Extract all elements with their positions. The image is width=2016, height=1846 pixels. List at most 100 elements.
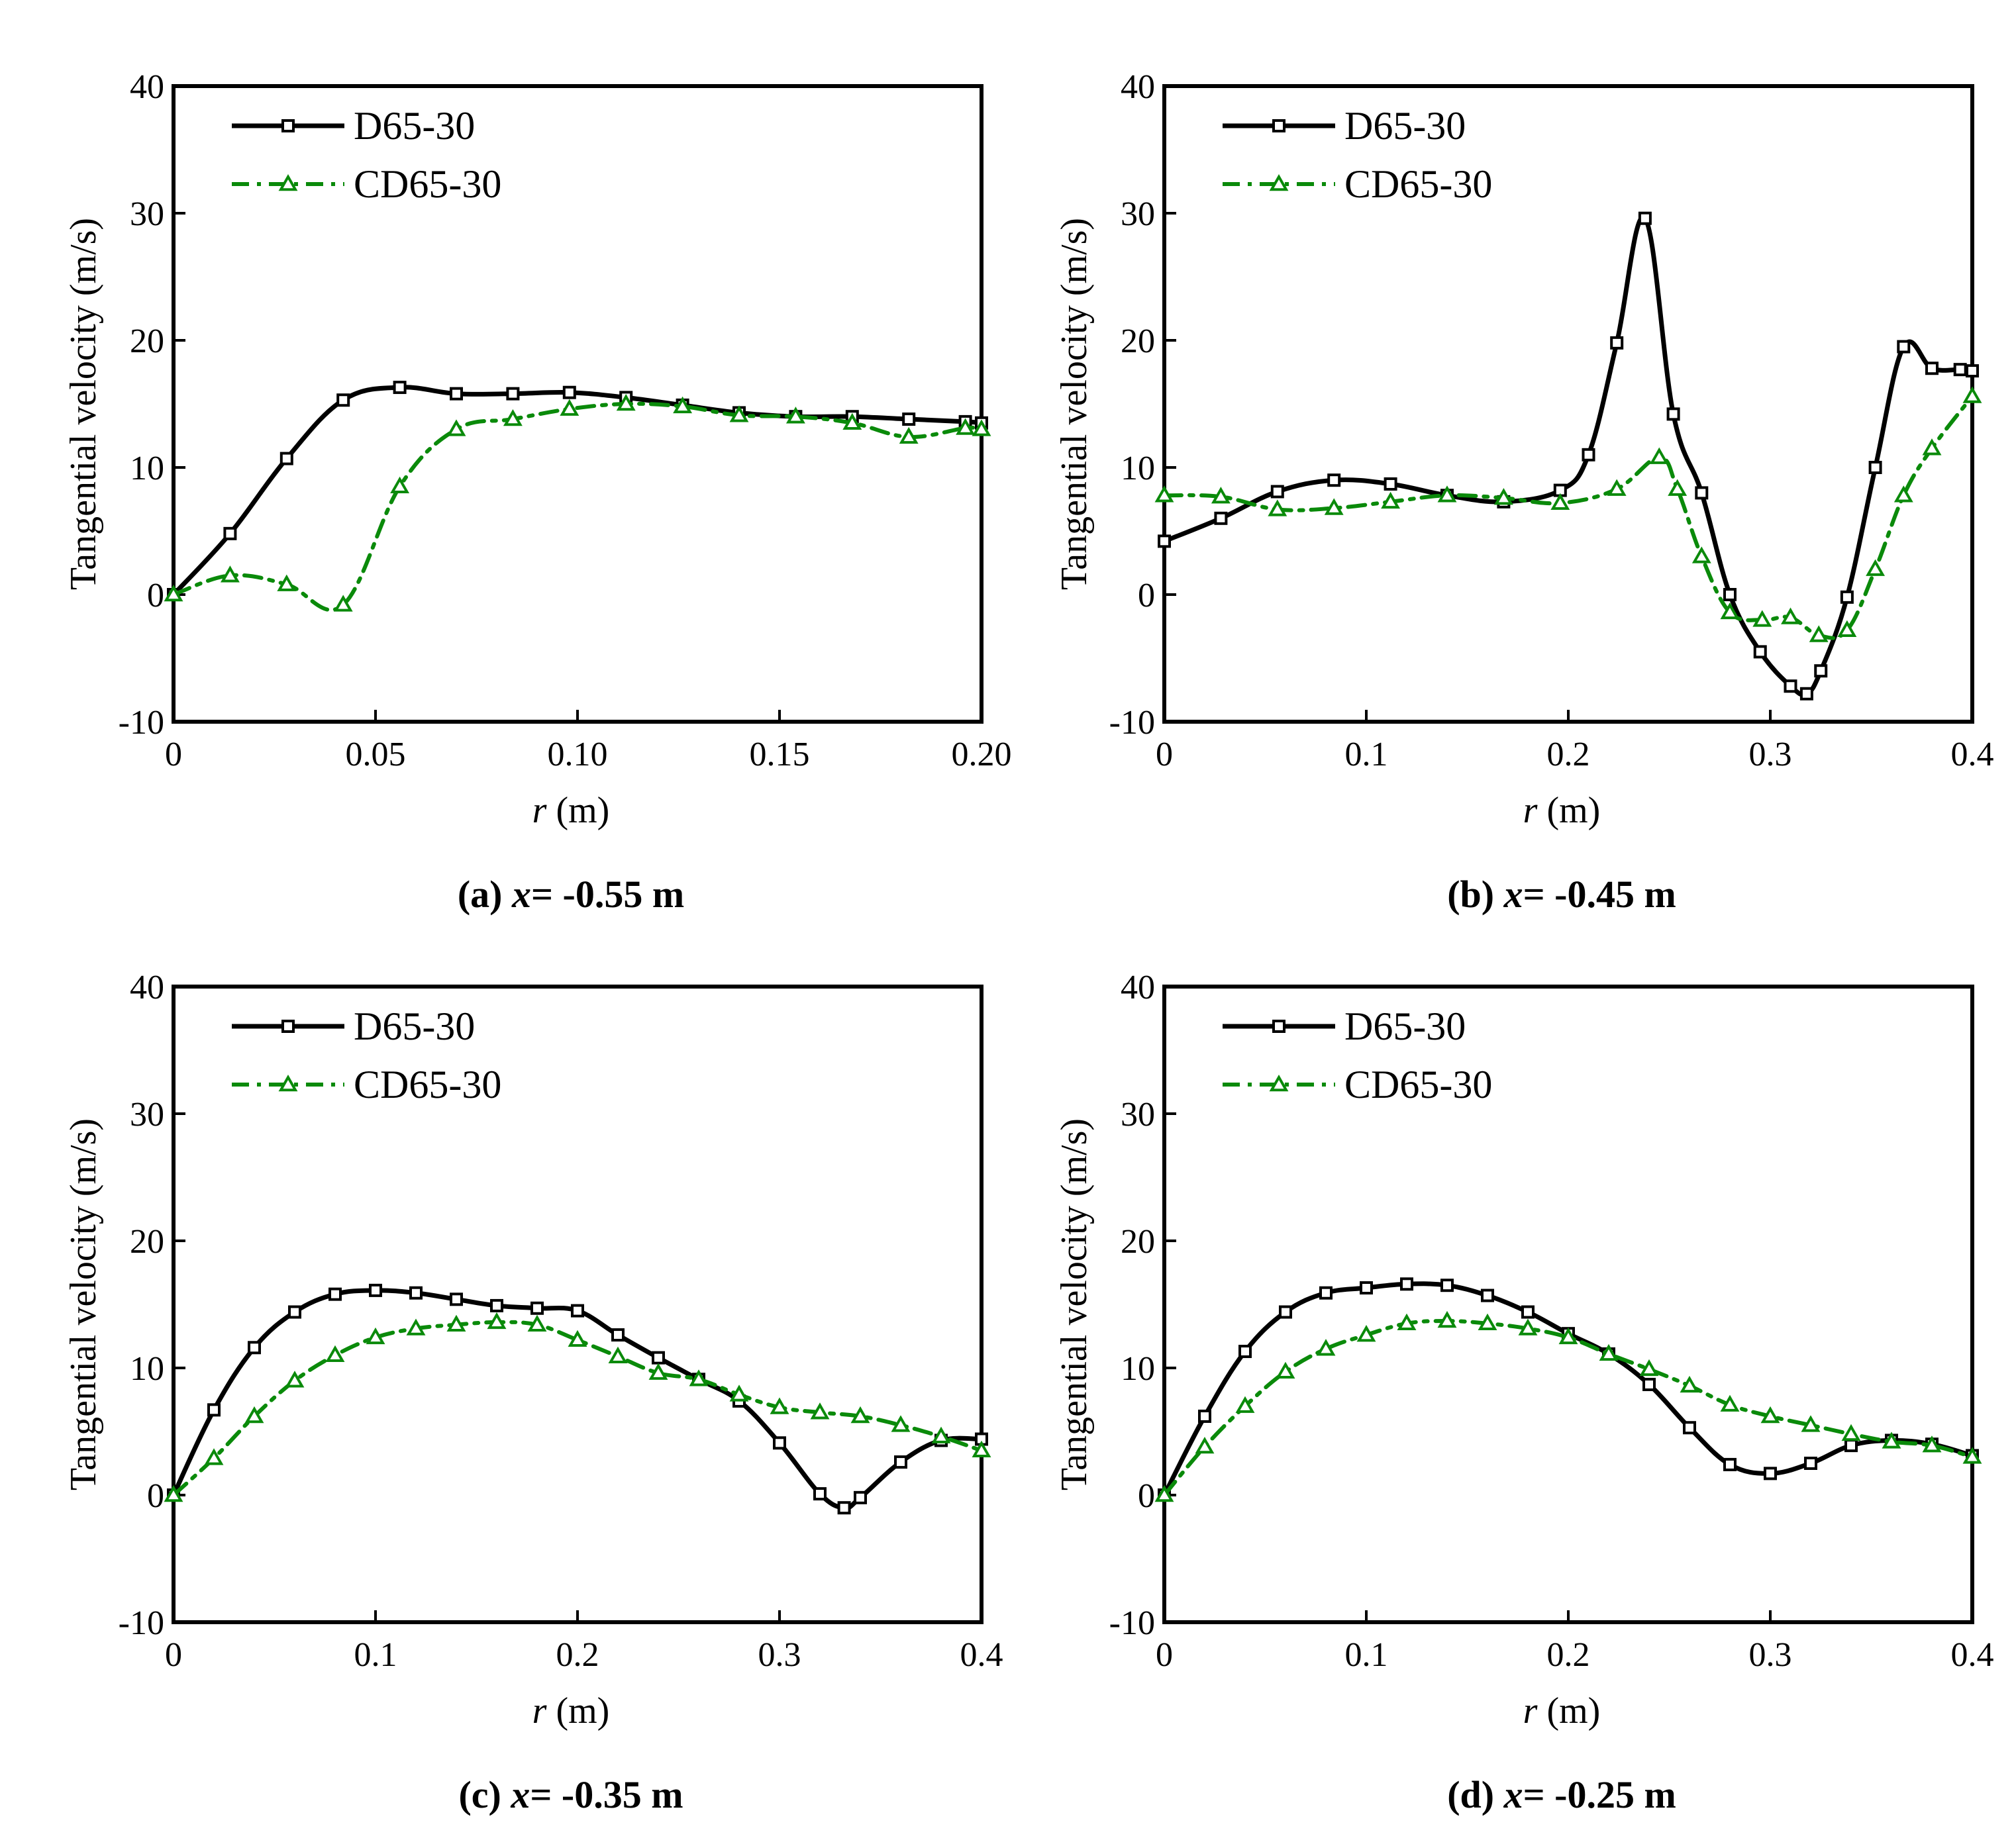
data-point [1381,491,1401,509]
data-point [854,1490,867,1504]
y-tick-label: 10 [1121,450,1155,487]
data-point [571,1304,584,1318]
data-point [366,1327,385,1345]
legend-label: D65-30 [1344,104,1466,148]
y-tick-label: 30 [130,195,164,233]
series-D65-30 [1158,211,1979,701]
data-point [1270,485,1284,499]
legend-marker [278,173,298,191]
x-axis-variable: r [532,790,547,831]
x-tick-label: 0 [1156,736,1173,773]
data-point [931,1426,951,1443]
data-point [1753,645,1767,659]
data-point [1599,1343,1619,1361]
legend-marker [281,1020,295,1033]
caption-variable: x [510,1773,530,1816]
data-point [1966,364,1979,378]
data-point [770,1397,789,1414]
data-point [956,418,976,435]
data-point [1319,1286,1333,1300]
data-point [902,413,916,426]
panel-caption: (c) x= -0.35 m [458,1773,683,1816]
y-axis-title: Tangential velocity (m/s) [1054,1118,1095,1490]
data-point [1814,664,1828,678]
data-point [1840,590,1854,604]
y-tick-label: 20 [130,322,164,360]
x-tick-label: 0.4 [1951,1636,1994,1674]
data-point [1493,488,1513,505]
data-point [1518,1318,1538,1336]
caption-variable: x [1503,873,1523,916]
x-tick-label: 0.10 [548,736,608,773]
data-point [899,426,919,444]
data-point [1922,438,1942,456]
x-tick-label: 0.2 [556,1636,599,1674]
y-tick-label: 20 [130,1223,164,1261]
caption-variable: x [511,873,531,916]
caption-value: = -0.35 m [530,1773,683,1816]
data-point [652,1351,665,1365]
legend: D65-30 CD65-30 [232,1004,501,1106]
data-point [837,1501,851,1515]
data-point [1198,1409,1211,1423]
panel-caption: (b) x= -0.45 m [1447,873,1676,916]
data-point [336,393,350,407]
data-point [972,1440,991,1458]
data-point [1723,588,1737,601]
series-D65-30 [1158,1277,1979,1502]
data-point [1437,1310,1457,1328]
x-axis-variable: r [532,1690,547,1731]
data-point [560,399,580,416]
data-point [277,574,297,591]
data-point [164,1484,183,1502]
data-point [1211,487,1231,504]
x-tick-label: 0.3 [1749,1636,1792,1674]
data-point [1683,1421,1696,1435]
data-point [1649,447,1669,464]
data-point [279,452,293,465]
data-point [1691,546,1711,563]
data-point [673,396,693,414]
legend: D65-30 CD65-30 [1223,1004,1492,1106]
data-point [611,1328,625,1342]
legend-marker [278,1074,298,1092]
legend-marker [1269,1074,1289,1092]
data-point [1316,1339,1336,1356]
data-point [390,476,410,494]
data-point [562,385,576,399]
y-axis-title: Tangential velocity (m/s) [63,1118,104,1490]
caption-value: = -0.25 m [1523,1773,1676,1816]
series-CD65-30 [1154,1310,1982,1502]
data-point [333,595,353,612]
y-tick-label: 0 [1138,577,1155,614]
data-point [1868,461,1882,474]
data-point [1400,1277,1413,1291]
data-point [1844,1439,1858,1453]
data-point [207,1403,221,1417]
data-point [1962,1447,1982,1464]
y-tick-label: 40 [130,68,164,106]
x-axis-title: r (m) [532,790,610,831]
series-line [171,385,984,597]
data-point [393,381,407,395]
data-point [1276,1361,1295,1379]
data-point [1550,493,1570,510]
data-point [204,1448,224,1465]
y-tick-label: 10 [1121,1350,1155,1388]
y-tick-label: 20 [1121,322,1155,360]
data-point [1925,362,1939,375]
data-point [288,1305,301,1319]
data-point [1922,1435,1942,1453]
data-point [608,1346,628,1363]
x-tick-label: 0.1 [1345,1636,1388,1674]
y-tick-label: 20 [1121,1223,1155,1261]
x-tick-label: 0 [165,1636,182,1674]
caption-label: (d) [1447,1773,1503,1816]
series-CD65-30 [164,1312,991,1502]
data-point [1327,473,1341,487]
data-point [729,1384,749,1402]
y-tick-label: 40 [130,969,164,1006]
series-line [171,1288,984,1510]
